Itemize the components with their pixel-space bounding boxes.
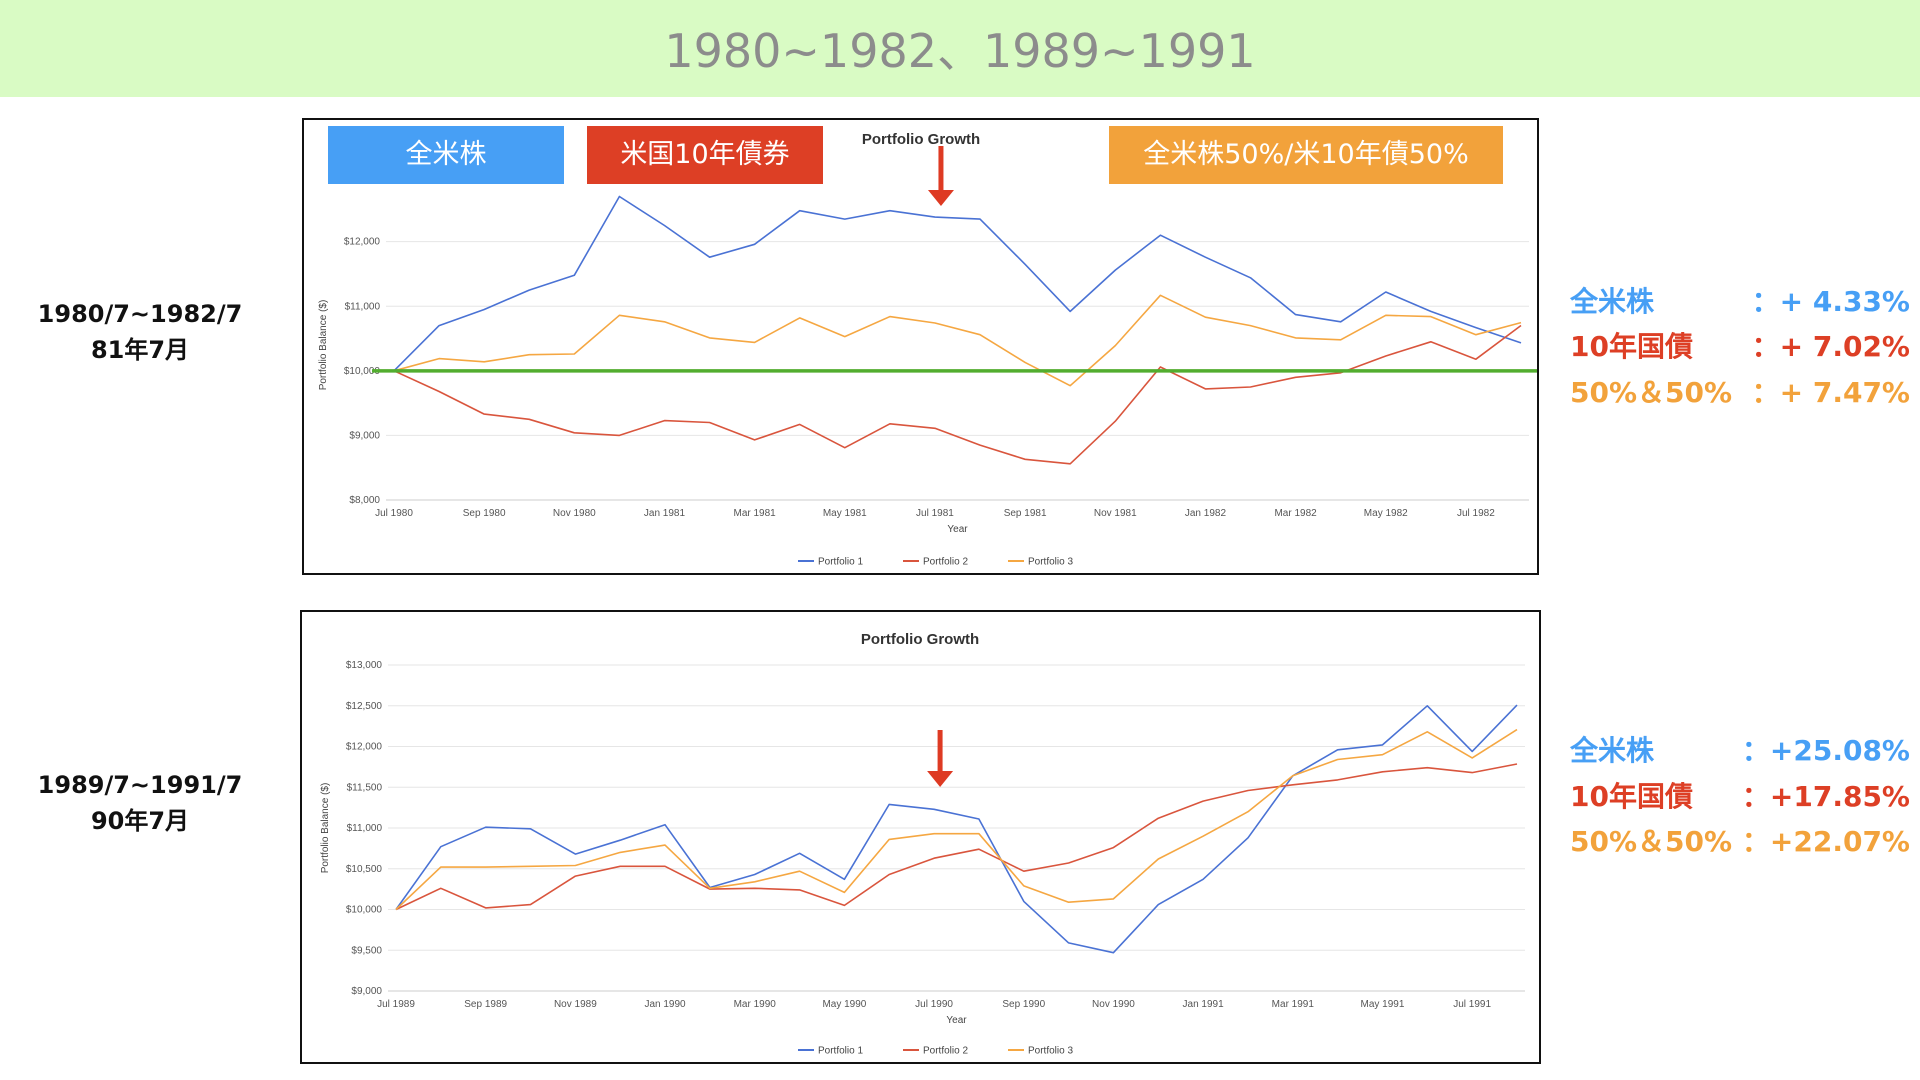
period-label-2: 1989/7~1991/7 90年7月	[20, 767, 260, 839]
result-10y-bond-2: 10年国債 ：+17.85%	[1570, 775, 1910, 819]
x-tick-label: Sep 1981	[1004, 508, 1047, 519]
x-tick-label: Sep 1989	[464, 999, 507, 1010]
series-line-portfolio-3	[395, 728, 1518, 911]
event-month: 81年7月	[90, 336, 190, 364]
x-tick-label: Jul 1980	[375, 508, 413, 519]
chart-title: Portfolio Growth	[862, 131, 980, 148]
series-line-portfolio-2	[395, 763, 1518, 911]
chart-1980-1982: Portfolio Growth $8,000 $9,000 $10,000 $11,0…	[318, 131, 1537, 568]
x-tick-label: Jul 1990	[915, 999, 953, 1010]
legend-label-portfolio-3: Portfolio 3	[1028, 1046, 1073, 1057]
x-tick-label: Jul 1982	[1457, 508, 1495, 519]
page-title: 1980~1982、1989~1991	[664, 24, 1256, 78]
result-name: 50%＆50%	[1570, 825, 1733, 858]
y-tick-label: $10,000	[346, 905, 383, 916]
x-axis-title: Year	[947, 524, 968, 535]
x-tick-label: May 1991	[1361, 999, 1405, 1010]
x-tick-label: Sep 1990	[1002, 999, 1045, 1010]
y-tick-label: $12,500	[346, 701, 383, 712]
chart-1989-1991: Portfolio Growth $9,000 $9,500 $10,000 $10,5…	[320, 631, 1525, 1057]
y-tick-label: $11,500	[347, 782, 383, 793]
series-line-portfolio-3	[393, 294, 1522, 387]
x-tick-label: Jul 1981	[916, 508, 954, 519]
chart-panel-1989: Portfolio Growth $9,000 $9,500 $10,000 $10,5…	[300, 610, 1541, 1064]
x-tick-label: Mar 1990	[734, 999, 777, 1010]
x-tick-label: May 1990	[822, 999, 866, 1010]
result-value: ：+ 7.47%	[1751, 376, 1910, 409]
result-10y-bond-1: 10年国債 ：+ 7.02%	[1570, 325, 1910, 369]
x-tick-label: Jan 1982	[1185, 508, 1227, 519]
y-tick-label: $12,000	[346, 742, 383, 753]
x-tick-label: Jan 1990	[644, 999, 686, 1010]
x-tick-label: Jan 1981	[644, 508, 686, 519]
marker-arrow-head	[927, 771, 954, 787]
y-tick-label: $13,000	[346, 660, 383, 671]
x-tick-label: Nov 1981	[1094, 508, 1137, 519]
chart-title: Portfolio Growth	[861, 631, 979, 648]
y-tick-label: $10,000	[344, 366, 381, 377]
x-tick-label: Jul 1989	[377, 999, 415, 1010]
legend-label-portfolio-1: Portfolio 1	[818, 1046, 863, 1057]
x-tick-label: Mar 1982	[1274, 508, 1317, 519]
y-tick-label: $11,000	[347, 823, 383, 834]
result-total-us-stock-1: 全米株 ：+ 4.33%	[1570, 280, 1910, 324]
y-axis-title: Portfolio Balance ($)	[318, 300, 329, 391]
y-tick-label: $9,000	[351, 986, 382, 997]
result-value: ：+ 7.02%	[1751, 330, 1910, 363]
result-value: ：+22.07%	[1741, 825, 1910, 858]
x-axis-title: Year	[946, 1015, 967, 1026]
tag-mix: 全米株50%/米10年債50%	[1109, 126, 1503, 184]
period-range: 1989/7~1991/7	[37, 771, 243, 799]
result-name: 全米株	[1570, 734, 1655, 767]
x-tick-label: Mar 1981	[734, 508, 777, 519]
header-banner	[0, 0, 1920, 97]
result-value: ：+17.85%	[1741, 780, 1910, 813]
y-tick-label: $10,500	[346, 864, 383, 875]
y-axis-title: Portfolio Balance ($)	[320, 783, 331, 874]
x-tick-label: Jul 1991	[1453, 999, 1491, 1010]
y-tick-label: $9,500	[351, 945, 382, 956]
y-tick-label: $9,000	[349, 430, 380, 441]
x-tick-label: May 1982	[1364, 508, 1408, 519]
tag-total-us-stock: 全米株	[328, 126, 564, 184]
legend-label-portfolio-3: Portfolio 3	[1028, 557, 1073, 568]
x-tick-label: Nov 1990	[1092, 999, 1135, 1010]
result-value: ：+25.08%	[1741, 734, 1910, 767]
x-tick-label: May 1981	[823, 508, 867, 519]
event-month: 90年7月	[90, 807, 190, 835]
result-value: ：+ 4.33%	[1751, 285, 1910, 318]
result-name: 全米株	[1570, 285, 1655, 318]
period-label-1: 1980/7~1982/7 81年7月	[20, 296, 260, 368]
marker-arrow-head	[927, 190, 954, 206]
tag-us-10y-bond: 米国10年債券	[587, 126, 823, 184]
x-tick-label: Nov 1989	[554, 999, 597, 1010]
x-tick-label: Sep 1980	[463, 508, 506, 519]
chart-panel-1980: Portfolio Growth $8,000 $9,000 $10,000 $11,0…	[302, 118, 1539, 575]
series-line-portfolio-2	[393, 324, 1522, 465]
result-name: 10年国債	[1570, 330, 1693, 363]
period-range: 1980/7~1982/7	[37, 300, 243, 328]
y-tick-label: $8,000	[349, 495, 380, 506]
result-mix-1: 50%＆50% ：+ 7.47%	[1570, 371, 1910, 415]
result-name: 10年国債	[1570, 780, 1693, 813]
x-tick-label: Jan 1991	[1183, 999, 1225, 1010]
result-name: 50%＆50%	[1570, 376, 1733, 409]
y-tick-label: $11,000	[345, 301, 381, 312]
series-line-portfolio-1	[393, 195, 1522, 372]
x-tick-label: Mar 1991	[1272, 999, 1315, 1010]
result-total-us-stock-2: 全米株 ：+25.08%	[1570, 729, 1910, 773]
x-tick-label: Nov 1980	[553, 508, 596, 519]
legend-label-portfolio-2: Portfolio 2	[923, 1046, 968, 1057]
y-tick-label: $12,000	[344, 237, 381, 248]
legend-label-portfolio-1: Portfolio 1	[818, 557, 863, 568]
series-line-portfolio-1	[395, 704, 1518, 954]
legend-label-portfolio-2: Portfolio 2	[923, 557, 968, 568]
result-mix-2: 50%＆50% ：+22.07%	[1570, 820, 1910, 864]
